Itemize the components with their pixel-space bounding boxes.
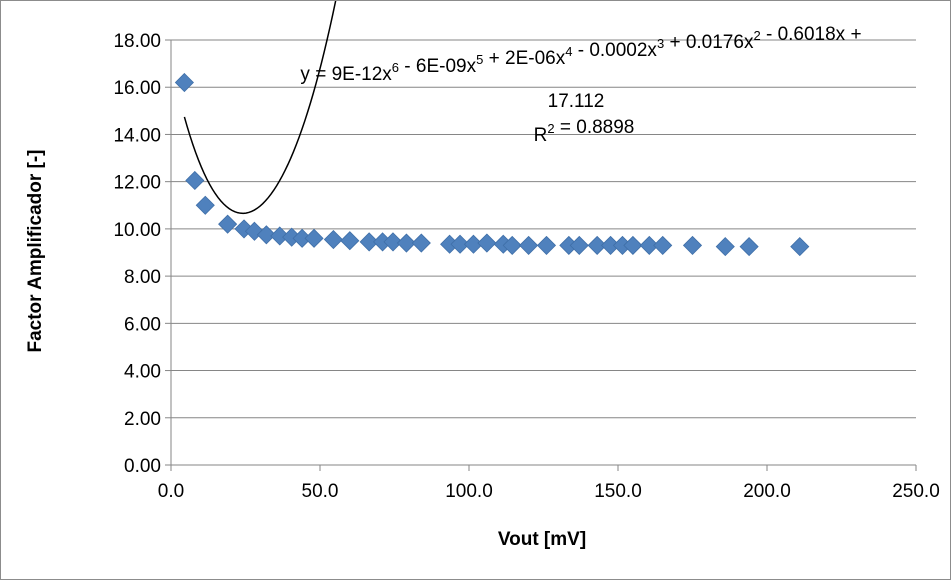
data-point	[340, 231, 360, 251]
gridlines	[171, 39, 916, 419]
data-point	[477, 233, 497, 253]
r-squared-label: R2 = 0.8898	[534, 117, 635, 146]
y-tick-label: 0.00	[124, 456, 161, 477]
data-point	[519, 235, 539, 255]
data-point	[185, 170, 205, 191]
data-point	[359, 232, 379, 252]
data-point	[450, 234, 470, 254]
y-tick-label: 18.00	[113, 31, 161, 52]
data-point	[715, 237, 735, 257]
data-point	[396, 233, 416, 253]
y-tick-labels: 0.00 2.00 4.00 6.00 8.00 10.00 12.00 14.00 16.00…	[113, 31, 161, 477]
data-point	[682, 235, 703, 255]
data-point	[739, 237, 759, 257]
x-axis-title: Vout [mV]	[498, 529, 586, 550]
y-tick-label: 14.00	[113, 125, 161, 146]
y-tick-label: 2.00	[124, 409, 161, 430]
data-point	[536, 235, 557, 255]
trendline-path	[183, 1, 337, 215]
data-point	[383, 232, 403, 252]
data-point	[587, 235, 607, 255]
data-points	[174, 72, 810, 257]
x-tick-label: 250.0	[892, 481, 940, 502]
y-tick-label: 6.00	[124, 314, 161, 335]
x-tick-label: 100.0	[445, 481, 493, 502]
data-point	[174, 72, 194, 93]
trendline-equation-line2: 17.112	[548, 91, 605, 112]
x-tick-label: 0.0	[158, 481, 184, 502]
y-tick-label: 12.00	[113, 173, 161, 194]
data-point	[218, 214, 238, 234]
x-tick-labels: 0.0 50.0 100.0 150.0 200.0 250.0	[158, 481, 940, 502]
y-tick-label: 8.00	[124, 267, 161, 288]
data-point	[304, 228, 324, 248]
y-tick-label: 4.00	[124, 362, 161, 383]
data-point	[270, 226, 290, 246]
data-point	[623, 235, 643, 255]
polynomial-trendline	[183, 1, 337, 215]
y-axis-title: Factor Amplificador [-]	[25, 149, 46, 352]
y-tick-label: 16.00	[113, 78, 161, 99]
axes	[165, 39, 917, 471]
data-point	[256, 225, 276, 245]
x-tick-label: 200.0	[743, 481, 791, 502]
data-point	[195, 195, 215, 215]
data-point	[323, 229, 343, 250]
y-tick-label: 10.00	[113, 220, 161, 241]
data-point	[411, 233, 431, 253]
data-point	[569, 235, 589, 255]
data-point	[639, 235, 659, 255]
data-point	[653, 235, 673, 255]
data-point	[502, 235, 522, 255]
x-tick-label: 150.0	[594, 481, 642, 502]
x-tick-label: 50.0	[302, 481, 339, 502]
trendline-equation-line1: y = 9E-12x6 - 6E-09x5 + 2E-06x4 - 0.0002…	[300, 24, 861, 85]
data-point	[790, 237, 810, 257]
